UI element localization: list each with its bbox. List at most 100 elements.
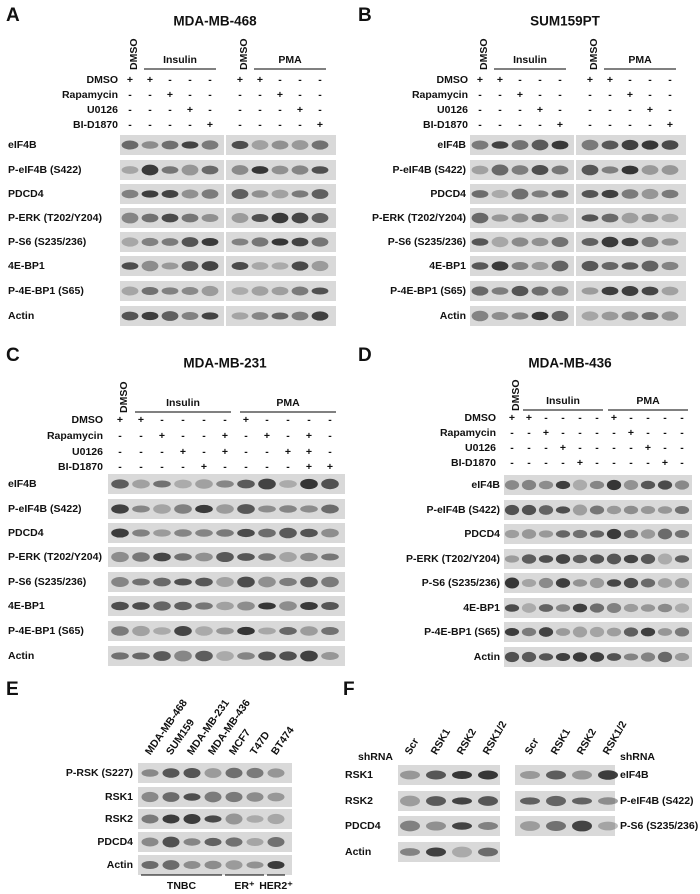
blot-band — [661, 140, 679, 150]
treatment-sign: - — [328, 446, 332, 458]
blot-band — [300, 650, 318, 662]
blot-band — [598, 821, 618, 831]
blot-label: RSK2 — [105, 813, 133, 825]
blot-label: RSK1 — [105, 791, 133, 803]
blot-band — [162, 768, 180, 778]
blot-label: P-eIF4B (S422) — [426, 504, 500, 516]
blot-band — [271, 212, 289, 224]
treatment-sign: + — [257, 74, 263, 86]
blot-band — [452, 846, 472, 858]
blot-label: P-RSK (S227) — [66, 767, 133, 779]
treatment-sign: + — [237, 74, 243, 86]
blot-band — [426, 770, 446, 780]
blot-band — [581, 311, 599, 321]
blot-band — [237, 576, 255, 588]
treatment-sign: - — [139, 430, 143, 442]
blot-band — [321, 528, 339, 538]
blot-band — [271, 165, 289, 175]
treatment-sign: + — [201, 461, 207, 473]
blot-strip — [120, 306, 336, 326]
blot-band — [271, 238, 289, 246]
treatment-sign: - — [608, 104, 612, 116]
blot-band — [121, 262, 139, 270]
blot-band — [598, 797, 618, 805]
treatment-sign: - — [527, 427, 531, 439]
column-header: DMSO — [478, 39, 490, 71]
blot-band — [204, 815, 222, 823]
column-header: PMA — [276, 397, 300, 409]
blot-band — [311, 166, 329, 174]
blot-label: Actin — [345, 846, 371, 858]
blot-band — [581, 190, 599, 198]
blot-label: P-eIF4B (S422) — [392, 164, 466, 176]
blot-band — [201, 312, 219, 320]
blot-label: eIF4B — [437, 139, 466, 151]
treatment-sign: - — [595, 427, 599, 439]
blot-band — [291, 140, 309, 150]
treatment-sign: - — [208, 74, 212, 86]
blot-band — [246, 792, 264, 802]
blot-band — [258, 602, 276, 610]
blot-band — [162, 792, 180, 802]
treatment-label: U0126 — [87, 104, 118, 116]
treatment-sign: - — [544, 412, 548, 424]
blot-band — [111, 626, 129, 636]
treatment-sign: - — [612, 427, 616, 439]
blot-band — [231, 238, 249, 246]
blot-label: 4E-BP1 — [8, 260, 45, 272]
blot-band — [195, 650, 213, 662]
blot-band — [174, 479, 192, 489]
blot-band — [478, 770, 498, 780]
blot-band — [641, 188, 659, 200]
blot-band — [267, 860, 285, 870]
blot-band — [471, 286, 489, 296]
blot-band — [181, 311, 199, 321]
blot-band — [538, 577, 554, 589]
column-header: Insulin — [513, 54, 547, 66]
blot-band — [311, 140, 329, 150]
blot-band — [258, 528, 276, 538]
column-header: DMSO — [588, 39, 600, 71]
treatment-sign: + — [662, 457, 668, 469]
blot-band — [491, 312, 509, 320]
column-header: DMSO — [128, 39, 140, 71]
blot-label: Actin — [474, 651, 500, 663]
treatment-sign: + — [285, 446, 291, 458]
treatment-sign: - — [118, 430, 122, 442]
blot-band — [623, 529, 639, 539]
treatment-sign: - — [561, 457, 565, 469]
blot-band — [251, 190, 269, 198]
blot-band — [623, 627, 639, 637]
blot-band — [267, 768, 285, 778]
blot-band — [674, 530, 690, 538]
blot-band — [661, 213, 679, 223]
treatment-sign: + — [117, 414, 123, 426]
blot-band — [400, 820, 420, 832]
blot-band — [246, 861, 264, 869]
blot-band — [183, 861, 201, 869]
blot-label: P-ERK (T202/Y204) — [8, 551, 102, 563]
blot-band — [589, 626, 605, 638]
blot-strip — [470, 306, 686, 326]
blot-band — [601, 286, 619, 296]
blot-band — [251, 286, 269, 296]
blot-band — [111, 479, 129, 489]
treatment-sign: + — [537, 104, 543, 116]
treatment-sign: - — [663, 412, 667, 424]
treatment-sign: - — [318, 89, 322, 101]
blot-band — [161, 287, 179, 295]
treatment-sign: - — [588, 119, 592, 131]
treatment-sign: - — [648, 74, 652, 86]
blot-band — [572, 579, 588, 587]
treatment-label: DMSO — [87, 74, 119, 86]
blot-band — [623, 554, 639, 564]
blot-band — [132, 602, 150, 610]
blot-band — [141, 286, 159, 296]
blot-band — [291, 165, 309, 175]
blot-band — [674, 555, 690, 563]
treatment-label: Rapamycin — [62, 89, 118, 101]
blot-band — [195, 504, 213, 514]
panel-title: SUM159PT — [530, 14, 601, 29]
treatment-sign: + — [222, 446, 228, 458]
blot-band — [581, 214, 599, 222]
